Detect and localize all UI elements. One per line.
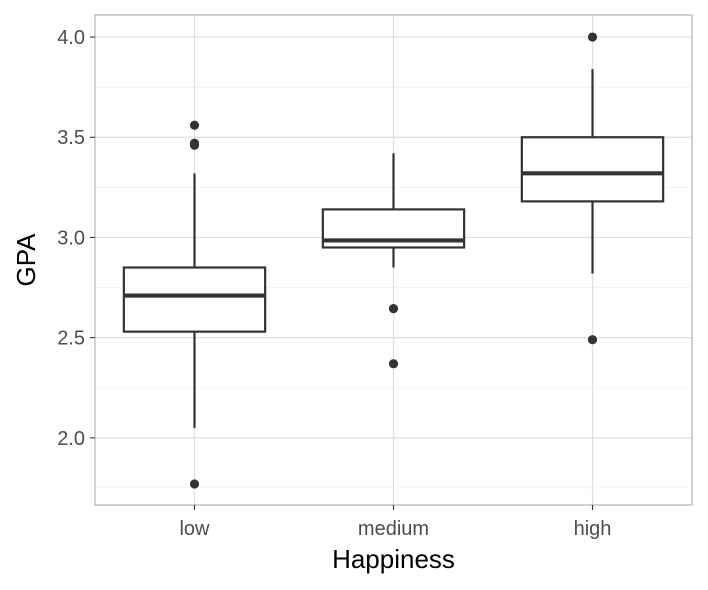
box-medium xyxy=(321,153,466,369)
boxplot-series xyxy=(122,32,665,489)
box-low xyxy=(122,120,267,489)
y-tick-label: 2.0 xyxy=(57,428,85,450)
y-tick-label: 4.0 xyxy=(57,27,85,49)
x-axis-title: Happiness xyxy=(332,544,455,574)
outlier-point xyxy=(587,335,598,345)
box-iqr xyxy=(520,136,665,203)
outlier-point xyxy=(388,303,399,314)
outlier-point xyxy=(388,359,399,369)
y-axis-title: GPA xyxy=(11,233,41,287)
outlier-point xyxy=(587,32,598,42)
x-tick-label-medium: medium xyxy=(358,518,429,540)
y-tick-label: 2.5 xyxy=(57,328,85,350)
y-axis-tick-labels: 2.0 2.5 3.0 3.5 4.0 xyxy=(57,27,95,450)
y-tick-label: 3.0 xyxy=(57,227,85,249)
box-high xyxy=(520,32,665,345)
y-tick-label: 3.5 xyxy=(57,127,85,149)
outlier-point xyxy=(189,479,200,489)
x-tick-label-low: low xyxy=(179,518,210,540)
box-iqr xyxy=(122,266,267,333)
x-axis-tick-labels: low medium high xyxy=(179,505,611,540)
outlier-point xyxy=(189,120,200,130)
x-tick-label-high: high xyxy=(574,518,612,540)
outlier-point xyxy=(189,138,200,148)
